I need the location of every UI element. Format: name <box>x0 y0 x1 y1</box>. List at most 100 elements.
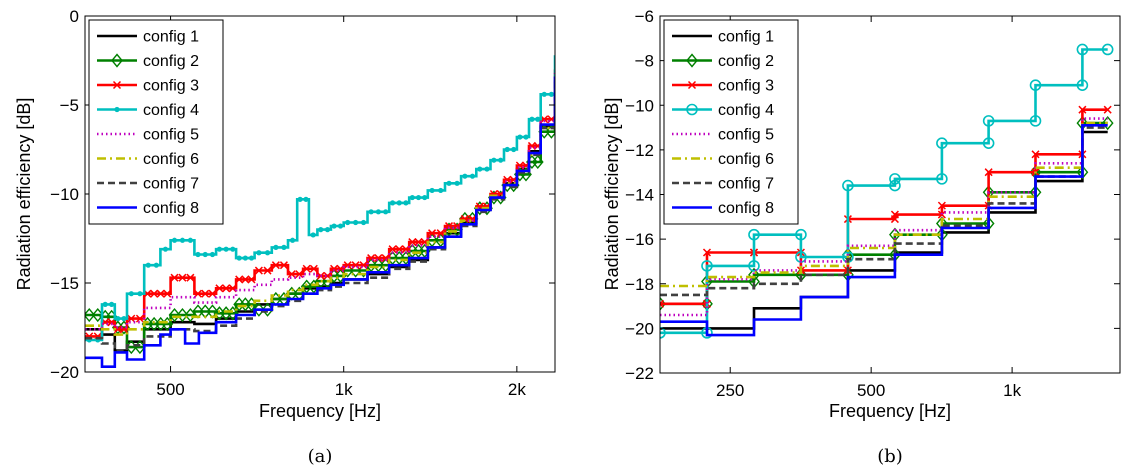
x-tick-label-b: 1k <box>1003 381 1021 400</box>
data-point-b <box>889 179 901 192</box>
data-point-a <box>535 116 541 122</box>
data-point-a <box>287 270 296 279</box>
data-point-a <box>491 157 497 163</box>
data-point-a <box>504 146 510 153</box>
legend-label-b: config 1 <box>718 29 774 46</box>
data-point-a <box>353 219 359 226</box>
data-point-b <box>936 173 948 185</box>
x-tick-label-a: 500 <box>156 380 184 399</box>
data-point-a <box>137 291 143 297</box>
data-point-a <box>360 219 367 226</box>
data-point-a <box>422 194 428 201</box>
data-point-a <box>241 275 250 284</box>
data-point-a <box>303 196 309 202</box>
data-point-a <box>150 289 159 298</box>
data-point-a <box>153 262 159 268</box>
data-point-a <box>186 273 195 282</box>
series-line-a <box>85 76 555 368</box>
series-line-a <box>85 80 555 336</box>
data-point-b <box>1076 165 1089 180</box>
data-point-a <box>511 146 517 153</box>
legend-label-a: config 2 <box>143 53 199 70</box>
data-point-a <box>527 141 536 150</box>
y-tick-label-a: −20 <box>50 363 79 382</box>
data-point-a <box>178 273 187 282</box>
data-point-b <box>937 210 946 219</box>
data-point-a <box>429 187 435 194</box>
data-point-b <box>660 299 665 308</box>
legend-label-a: config 1 <box>143 29 199 46</box>
data-point-b <box>748 267 760 282</box>
data-point-a <box>484 166 490 172</box>
data-point-a <box>135 314 144 323</box>
y-tick-label-b: −14 <box>625 186 654 205</box>
legend-marker-a <box>114 106 120 113</box>
data-point-b <box>702 248 712 257</box>
data-point-a <box>389 200 396 206</box>
data-point-a <box>310 232 316 238</box>
chart-a: 500 1k 2k 0 −5 −10 −15 −20 Frequency [Hz] Radia… <box>14 7 556 421</box>
data-point-a <box>254 266 263 275</box>
data-point-a <box>236 255 242 261</box>
data-point-a <box>209 251 216 258</box>
data-point-a <box>515 161 524 170</box>
data-point-a <box>403 200 409 206</box>
data-point-b <box>795 228 807 241</box>
data-point-a <box>454 180 460 186</box>
data-point-a <box>548 91 555 97</box>
data-point-a <box>279 261 288 270</box>
data-point-b <box>984 168 993 177</box>
data-point-a <box>289 237 296 243</box>
data-point-a <box>113 325 122 334</box>
data-point-a <box>375 209 381 215</box>
data-point-b <box>1103 105 1112 114</box>
data-point-a <box>121 316 127 322</box>
data-point-a <box>253 302 265 317</box>
data-point-a <box>256 250 262 256</box>
data-point-b <box>890 210 899 219</box>
data-point-b <box>1029 115 1042 127</box>
data-point-b <box>1076 43 1089 56</box>
y-tick-label-b: −6 <box>635 7 654 26</box>
legend-marker-b <box>686 103 698 116</box>
data-point-b <box>936 137 948 149</box>
data-point-a <box>408 238 417 247</box>
data-point-a <box>273 244 279 250</box>
data-point-a <box>156 289 165 298</box>
data-point-b <box>937 201 946 210</box>
legend-b: config 1 config 2 config 3 config 4 config 5… <box>663 19 799 225</box>
y-tick-label-b: −20 <box>625 319 654 338</box>
legend-label-a: config 5 <box>143 127 199 144</box>
data-point-a <box>531 154 544 170</box>
data-point-a <box>345 219 351 226</box>
data-point-b <box>1101 43 1114 56</box>
data-point-a <box>409 194 415 201</box>
data-point-a <box>202 251 208 258</box>
data-point-a <box>115 316 121 322</box>
data-point-b <box>748 260 760 272</box>
legend-label-b: config 6 <box>718 151 774 168</box>
y-tick-label-b: −18 <box>625 275 654 294</box>
data-point-a <box>477 166 483 172</box>
data-point-b <box>1078 105 1087 114</box>
data-point-a <box>396 200 402 206</box>
data-point-b <box>982 137 995 149</box>
data-point-a <box>242 255 248 261</box>
legend-label-b: config 3 <box>718 78 774 95</box>
legend-label-a: config 3 <box>143 78 199 95</box>
data-point-a <box>368 209 374 215</box>
data-point-a <box>444 222 454 231</box>
legend-label-a: config 7 <box>143 176 199 193</box>
x-tick-label-b: 250 <box>716 381 744 400</box>
series-line-a <box>85 73 555 331</box>
data-point-a <box>318 227 324 233</box>
legend-label-a: config 6 <box>143 151 199 168</box>
data-point-a <box>230 246 236 252</box>
x-tick-label-a: 1k <box>335 380 353 399</box>
ticks-a: 500 1k 2k 0 −5 −10 −15 −20 <box>50 7 555 399</box>
legend-label-a: config 8 <box>143 200 199 217</box>
series-group-b <box>660 43 1114 339</box>
series-line-b <box>660 121 1108 288</box>
y-tick-label-a: −10 <box>50 185 79 204</box>
